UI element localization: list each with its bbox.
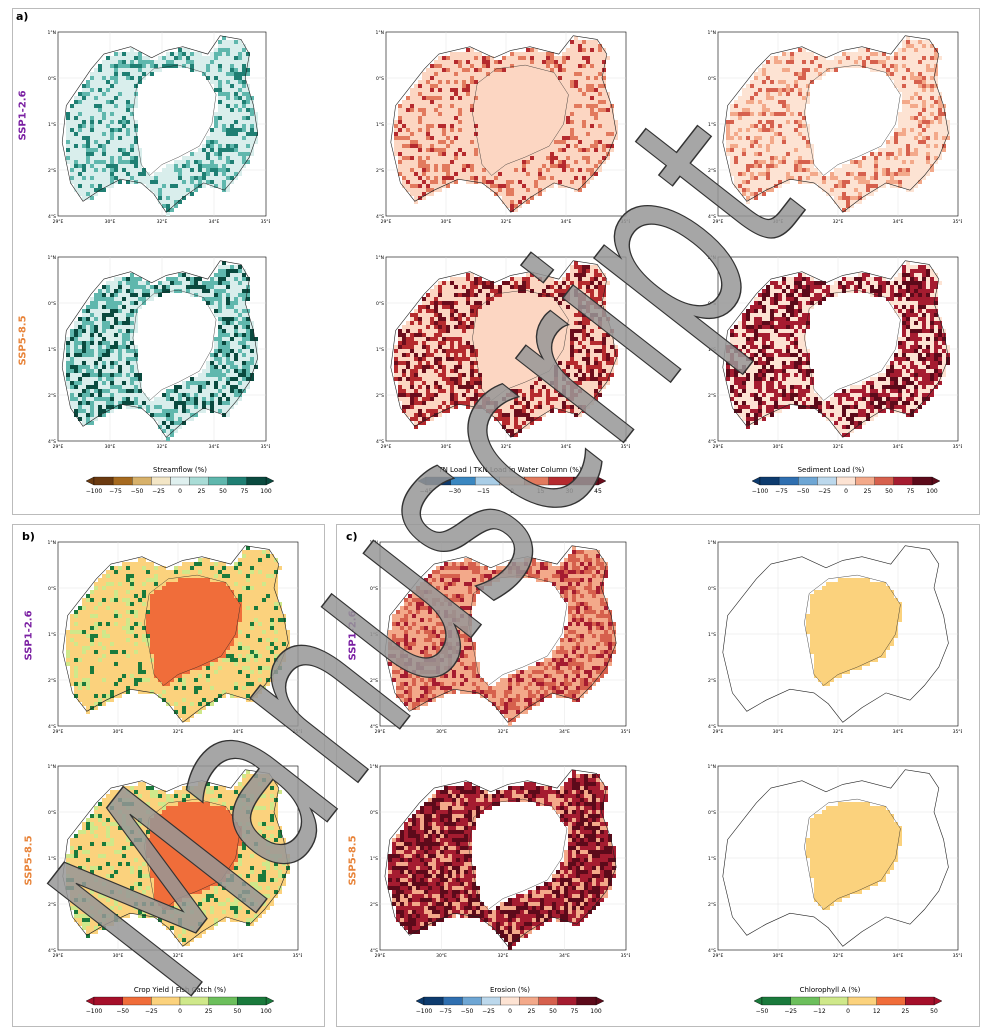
cb-chl-title: Chlorophyll A (%) xyxy=(799,986,861,994)
svg-text:0°S: 0°S xyxy=(48,76,56,82)
map-crop-ssp126: 1°N0°S1°S2°S4°S29°E 30°E 32°E 34°E 35°E xyxy=(48,540,302,735)
svg-text:35°E: 35°E xyxy=(621,219,630,225)
svg-text:1°N: 1°N xyxy=(376,30,384,36)
map-sediment-ssp126: 1°N0°S1°S2°S4°S29°E 30°E 32°E 34°E 35°E xyxy=(708,30,962,225)
cb-sediment: −100 −75 −50 −25 0 25 50 75 100 xyxy=(751,476,941,495)
map-erosion-ssp585: 1°N0°S1°S2°S4°S29°E 30°E 32°E 34°E 35°E xyxy=(370,764,630,959)
svg-text:34°E: 34°E xyxy=(561,219,572,225)
cb-chl: −50 −25 −12 0 12 25 50 xyxy=(753,996,943,1015)
cb-erosion-title: Erosion (%) xyxy=(489,986,531,994)
map-chlorophyll-ssp585: 1°N0°S1°S2°S4°S29°E 30°E 32°E 34°E 35°E xyxy=(708,764,962,959)
panel-b-label: b) xyxy=(22,530,35,543)
svg-text:29°E: 29°E xyxy=(381,219,392,225)
ssp585-label-b: SSP5-8.5 xyxy=(23,835,35,886)
cb-sediment-title: Sediment Load (%) xyxy=(797,466,865,474)
panel-c-label: c) xyxy=(346,530,358,543)
ssp126-label-b: SSP1-2.6 xyxy=(23,610,35,661)
svg-text:30°E: 30°E xyxy=(441,219,452,225)
panel-c-frame xyxy=(336,524,980,1027)
map-erosion-ssp126: 1°N0°S1°S2°S4°S29°E 30°E 32°E 34°E 35°E xyxy=(370,540,630,735)
svg-text:1°S: 1°S xyxy=(48,122,56,128)
svg-text:32°E: 32°E xyxy=(157,219,168,225)
ssp585-label-c: SSP5-8.5 xyxy=(347,835,359,886)
map-sediment-ssp585: 1°N0°S1°S2°S4°S29°E 30°E 32°E 34°E 35°E xyxy=(708,255,962,450)
map-tn-ssp585: 1°N0°S1°S2°S4°S29°E 30°E 32°E 34°E 35°E xyxy=(376,255,630,450)
map-crop-ssp585: 1°N0°S1°S2°S4°S29°E 30°E 32°E 34°E 35°E xyxy=(48,764,302,959)
ssp126-label-a: SSP1-2.6 xyxy=(17,90,29,141)
svg-text:29°E: 29°E xyxy=(53,219,64,225)
svg-text:4°S: 4°S xyxy=(376,214,384,220)
panel-a-label: a) xyxy=(16,10,29,23)
ssp585-label-a: SSP5-8.5 xyxy=(17,315,29,366)
svg-text:1°N: 1°N xyxy=(48,30,56,36)
panel-b-frame xyxy=(12,524,325,1027)
map-streamflow-ssp126: 1°N 0°S 1°S 2°S 4°S29°E 30°E 32°E 34°E 35°E xyxy=(48,30,270,225)
cb-tn-title: TN Load | TKN Load in Water Column (%) xyxy=(438,466,582,474)
map-streamflow-ssp585: 1°N0°S1°S2°S4°S29°E 30°E 32°E 34°E 35°E xyxy=(48,255,270,450)
svg-text:2°S: 2°S xyxy=(376,168,384,174)
cb-crop-title: Crop Yield | Fish Catch (%) xyxy=(133,986,227,994)
svg-text:2°S: 2°S xyxy=(48,168,56,174)
svg-text:35°E: 35°E xyxy=(261,219,270,225)
cb-tn: −45 −30 −15 0 15 30 45 xyxy=(417,476,607,495)
svg-text:34°E: 34°E xyxy=(209,219,220,225)
map-chlorophyll-ssp126: 1°N0°S1°S2°S4°S29°E 30°E 32°E 34°E 35°E xyxy=(708,540,962,735)
ssp126-label-c: SSP1-2.6 xyxy=(347,610,359,661)
svg-text:30°E: 30°E xyxy=(105,219,116,225)
map-tn-ssp126: 1°N 0°S 1°S 2°S 4°S29°E 30°E 32°E 34°E 35°E xyxy=(376,30,630,225)
cb-streamflow-title: Streamflow (%) xyxy=(152,466,208,474)
panel-a-frame xyxy=(12,8,980,515)
svg-text:32°E: 32°E xyxy=(501,219,512,225)
svg-text:0°S: 0°S xyxy=(376,76,384,82)
cb-erosion: −100 −75 −50 −25 0 25 50 75 100 xyxy=(415,996,605,1015)
cb-crop: −100 −50 −25 0 25 50 100 xyxy=(85,996,275,1015)
cb-streamflow: −100 −75 −50 −25 0 25 50 75 100 xyxy=(85,476,275,495)
svg-text:4°S: 4°S xyxy=(48,214,56,220)
svg-text:1°S: 1°S xyxy=(376,122,384,128)
